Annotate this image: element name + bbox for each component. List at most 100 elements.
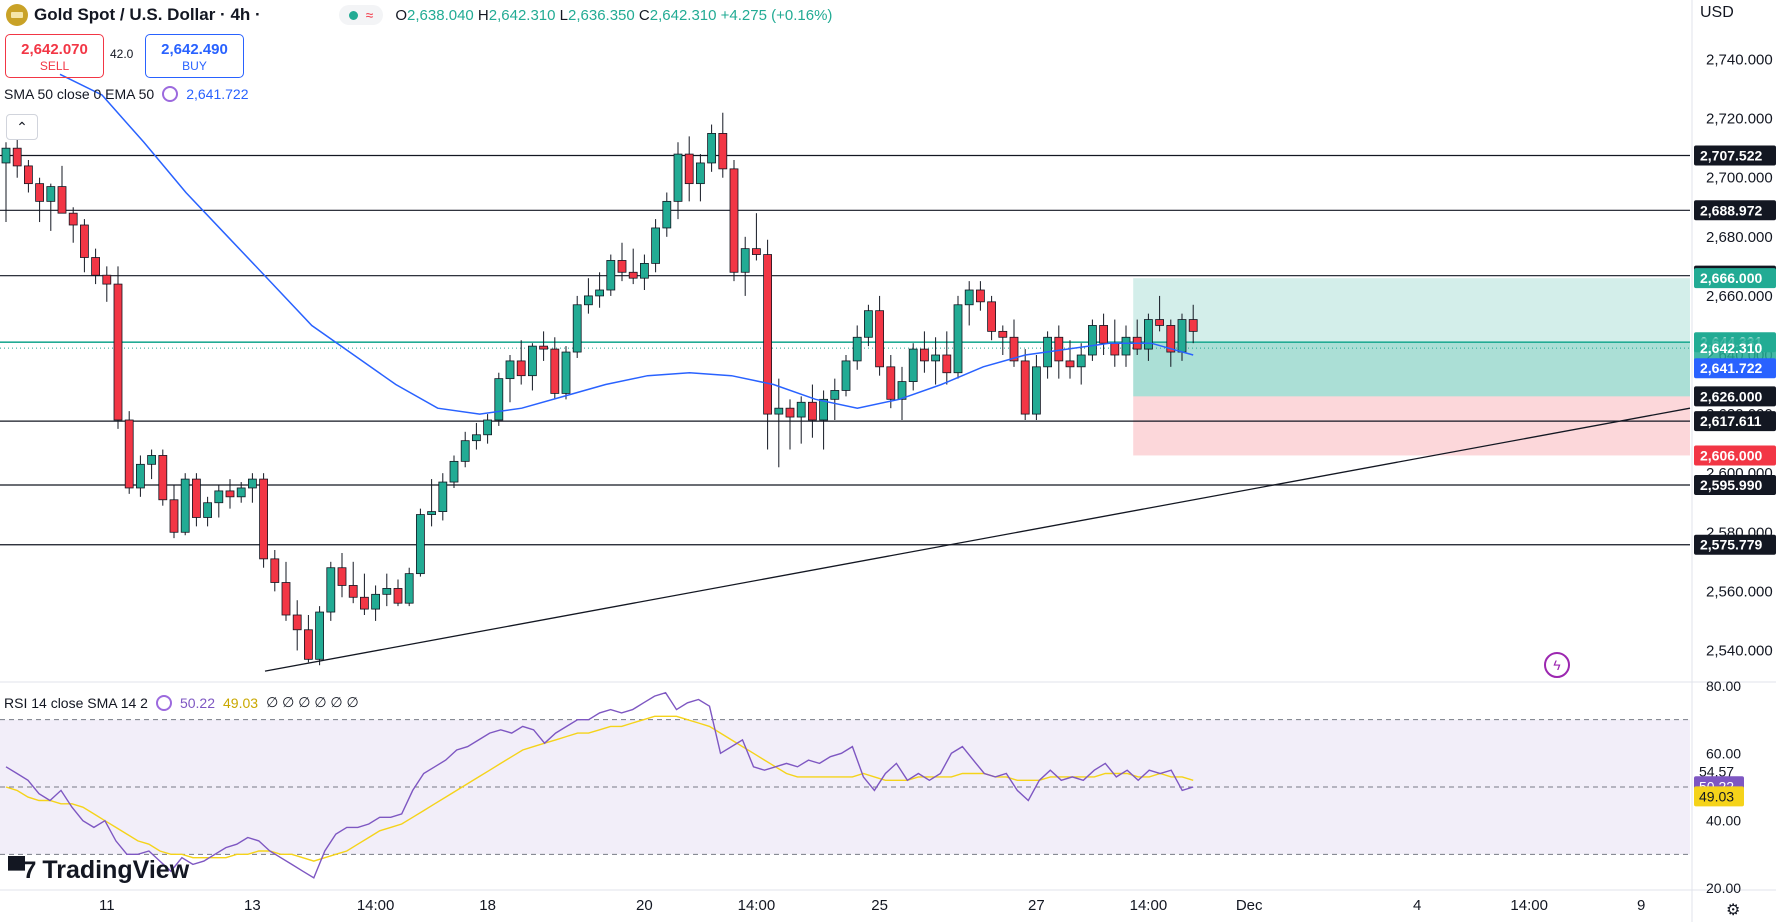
time-tick-label: 18: [479, 897, 496, 914]
candle-body: [135, 463, 145, 489]
time-tick-label: 14:00: [1510, 897, 1548, 914]
symbol-title[interactable]: Gold Spot / U.S. Dollar · 4h ·: [34, 5, 261, 24]
candle-body: [908, 348, 918, 382]
candle-body: [808, 401, 817, 421]
time-tick-label: 13: [244, 897, 261, 914]
market-status-pill[interactable]: ≈: [338, 5, 384, 25]
candle-body: [505, 360, 515, 380]
candle-body: [1099, 325, 1108, 344]
candle-body: [1, 147, 11, 164]
candle-body: [203, 502, 213, 518]
rsi-sma-legend-value: 49.03: [223, 694, 259, 711]
candle-body: [483, 419, 493, 436]
candle-body: [976, 289, 985, 303]
rsi-sma-current-label-bg: [1694, 786, 1744, 807]
candle-body: [864, 310, 873, 338]
candle-body: [438, 481, 448, 512]
ema-price-label-bg: [1694, 358, 1776, 379]
candle-body: [270, 558, 280, 583]
brand-name: TradingView: [42, 856, 190, 884]
candle-body: [1144, 319, 1153, 350]
ema-legend[interactable]: SMA 50 close 0 EMA 50 2,641.722: [4, 86, 249, 102]
candle-body: [617, 260, 627, 273]
candle-body: [516, 360, 526, 377]
currency-selector[interactable]: USD: [1700, 4, 1734, 21]
candle-body: [1020, 360, 1030, 415]
chart-header: Gold Spot / U.S. Dollar · 4h · ≈ O2,638.…: [0, 0, 832, 30]
candle-body: [303, 629, 313, 660]
candle-body: [539, 345, 548, 350]
time-tick-label: 20: [636, 897, 653, 914]
candle-body: [931, 354, 940, 362]
candle-body: [752, 248, 761, 255]
candle-body: [640, 263, 649, 279]
candle-body: [393, 588, 403, 604]
candle-body: [684, 153, 694, 185]
candle-body: [729, 168, 739, 273]
candle-body: [628, 271, 638, 279]
candle-body: [998, 330, 1008, 338]
candle-body: [259, 478, 269, 560]
rsi-legend[interactable]: RSI 14 close SMA 14 2 50.22 49.03 ∅ ∅ ∅ …: [4, 694, 359, 711]
trendline: [264, 407, 1691, 672]
buy-price: 2,642.490: [161, 41, 228, 58]
ema-line: [59, 73, 1194, 415]
candle-body: [1177, 319, 1187, 353]
price-tick-label: 2,720.000: [1706, 111, 1773, 128]
candle-body: [1054, 336, 1064, 362]
level-price-label: 2,575.779: [1700, 537, 1762, 553]
flash-icon[interactable]: ϟ: [1544, 652, 1570, 678]
candle-body: [292, 614, 302, 631]
collapse-legend-button[interactable]: ⌃: [6, 114, 38, 140]
rsi-tick-label: 80.00: [1706, 678, 1741, 694]
candle-body: [785, 407, 795, 418]
candle-body: [987, 301, 996, 332]
candle-body: [158, 455, 168, 501]
buy-button[interactable]: 2,642.490 BUY: [145, 34, 244, 78]
rsi-line: [5, 691, 1194, 879]
candle-body: [247, 478, 257, 489]
candle-body: [326, 567, 336, 613]
candle-body: [953, 304, 963, 374]
sell-button[interactable]: 2,642.070 SELL: [5, 34, 104, 78]
candle-body: [449, 460, 459, 483]
candle-body: [236, 487, 246, 498]
time-tick-label: 27: [1028, 897, 1045, 914]
take-profit-zone: [1133, 278, 1690, 343]
ohlc-high: 2,642.310: [488, 6, 556, 24]
candle-body: [796, 401, 806, 418]
candle-body: [415, 514, 425, 575]
candle-body: [606, 260, 616, 291]
candle-body: [494, 378, 504, 421]
candle-body: [1065, 360, 1075, 368]
candle-body: [460, 440, 470, 462]
tv-mark-icon: ▀7: [8, 856, 36, 884]
rsi-extra-label: 54.57: [1699, 764, 1734, 780]
candle-body: [852, 336, 862, 362]
rsi-tick-label: 40.00: [1706, 813, 1741, 829]
candle-body: [841, 360, 851, 391]
candle-body: [315, 611, 325, 660]
spread-value: 42.0: [110, 47, 134, 61]
refresh-icon[interactable]: [162, 86, 179, 102]
time-tick-label: 25: [871, 897, 888, 914]
ema-price-label: 2,641.722: [1700, 360, 1762, 376]
candle-body: [281, 582, 291, 616]
settings-icon[interactable]: ⚙: [1726, 902, 1741, 919]
tradingview-logo[interactable]: ▀7 TradingView: [8, 856, 189, 885]
price-tick-label: 2,740.000: [1706, 52, 1773, 69]
level-price-label-bg: [1694, 534, 1776, 555]
level-price-label: 2,688.972: [1700, 202, 1762, 218]
time-tick-label: 11: [99, 897, 115, 914]
candle-body: [550, 348, 560, 394]
candle-body: [225, 490, 235, 498]
candle-body: [1110, 342, 1120, 356]
candle-body: [471, 434, 481, 442]
level-price-label-bg: [1694, 200, 1776, 221]
candle-body: [964, 289, 974, 306]
buy-label: BUY: [182, 59, 207, 73]
rsi-refresh-icon[interactable]: [155, 694, 172, 711]
candle-body: [920, 348, 929, 362]
candle-body: [348, 585, 358, 598]
